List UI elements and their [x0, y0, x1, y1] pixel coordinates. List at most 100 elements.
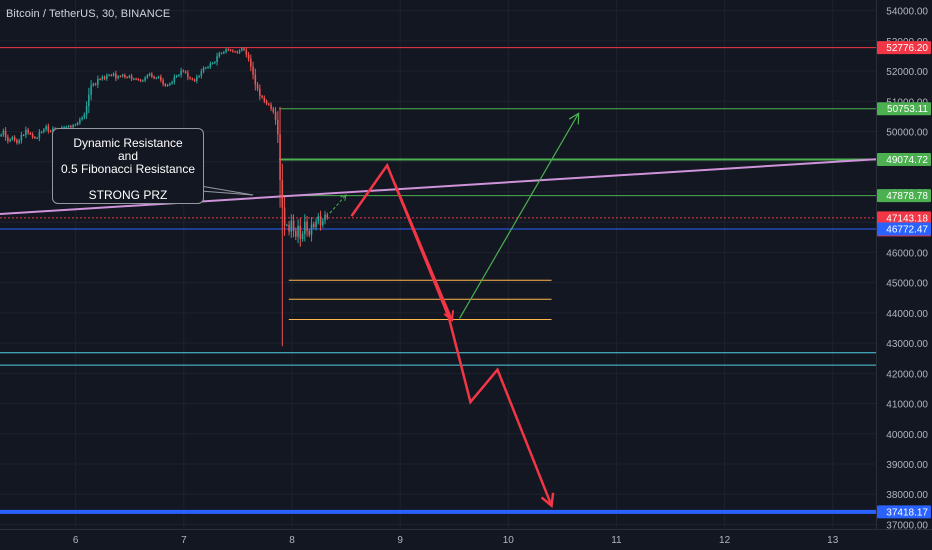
candle-body — [288, 224, 290, 232]
candle-body — [126, 77, 128, 79]
candle-body — [40, 131, 43, 133]
candle-body — [225, 49, 227, 52]
candle-body — [304, 221, 306, 234]
projection-red-branch-arrowhead — [443, 310, 455, 323]
candle-body — [207, 66, 209, 68]
price-tick-label: 39000.00 — [886, 460, 928, 471]
projection-green-small-arrowhead — [340, 194, 347, 201]
projection-green-up-arrowhead — [568, 112, 580, 125]
candle-body — [299, 225, 302, 239]
price-tick-label: 40000.00 — [886, 430, 928, 441]
candle-body — [25, 129, 27, 136]
candle-body — [130, 75, 133, 80]
candle-body — [38, 132, 41, 138]
candle-body — [18, 140, 20, 143]
price-tick-label: 44000.00 — [886, 309, 928, 320]
candle-body — [160, 76, 162, 81]
price-tag-label: 46772.47 — [886, 225, 928, 236]
time-tick-label: 7 — [181, 535, 187, 546]
candle-body — [7, 137, 9, 142]
candle-body — [227, 49, 230, 51]
price-tick-label: 46000.00 — [886, 248, 928, 259]
time-tick-label: 13 — [827, 535, 839, 546]
candle-body — [169, 83, 171, 85]
candle-body — [70, 125, 72, 128]
candle-body — [200, 71, 203, 76]
candle-body — [128, 75, 131, 78]
candle-body — [295, 230, 297, 237]
candle-body — [85, 106, 88, 115]
candle-body — [144, 77, 146, 81]
projection-green-small — [329, 194, 347, 214]
candle-body — [164, 84, 167, 86]
candle-body — [22, 135, 25, 137]
candle-body — [292, 220, 295, 231]
candle-body — [13, 137, 16, 141]
candle-body — [133, 78, 135, 80]
candle-body — [191, 78, 194, 80]
candle-body — [241, 48, 243, 51]
candle-body — [47, 126, 50, 131]
candle-body — [259, 88, 261, 96]
candle-body — [182, 70, 185, 72]
candle-body — [74, 124, 77, 126]
time-tick-label: 11 — [611, 535, 622, 546]
price-tick-label: 50000.00 — [886, 127, 928, 138]
dynamic-resistance-trendline — [0, 158, 876, 216]
price-tick-label: 45000.00 — [886, 279, 928, 290]
candle-body — [279, 134, 281, 181]
candle-body — [166, 84, 169, 86]
candle-body — [306, 221, 308, 231]
candle-body — [232, 50, 234, 52]
candle-body — [272, 108, 275, 112]
annotation-line-3: 0.5 Fibonacci Resistance — [60, 162, 196, 176]
candle-body — [97, 79, 99, 85]
candle-body — [326, 214, 329, 218]
candle-body — [270, 104, 272, 109]
candle-body — [301, 233, 304, 239]
candle-body — [263, 97, 266, 102]
candle-body — [157, 76, 160, 78]
candle-body — [151, 73, 153, 77]
candle-body — [214, 62, 216, 64]
candle-body — [283, 207, 286, 226]
projection-red-zigzag-arrowhead — [540, 492, 555, 509]
candle-body — [99, 79, 101, 81]
candle-body — [281, 180, 284, 208]
candle-body — [184, 71, 187, 73]
candle-body — [90, 85, 92, 95]
candle-body — [196, 76, 198, 81]
candle-body — [63, 126, 65, 128]
candle-body — [121, 74, 124, 77]
price-tick-label: 52000.00 — [886, 67, 928, 78]
candle-body — [290, 220, 293, 232]
price-axis — [876, 0, 932, 550]
candle-body — [106, 75, 108, 79]
candle-body — [49, 130, 52, 132]
candle-body — [153, 76, 155, 79]
candle-body — [218, 53, 221, 57]
candle-body — [27, 129, 29, 133]
candle-body — [319, 216, 322, 226]
candle-body — [137, 79, 140, 81]
candle-body — [313, 223, 315, 228]
price-tag-label: 37418.17 — [886, 507, 928, 518]
time-tick-label: 9 — [397, 535, 403, 546]
price-tick-label: 54000.00 — [886, 7, 928, 18]
price-tag — [877, 222, 931, 236]
candle-body — [65, 126, 68, 128]
candle-body — [88, 94, 90, 107]
candle-body — [189, 77, 191, 79]
price-tag-label: 47143.18 — [886, 213, 928, 224]
candle-body — [155, 77, 158, 79]
candle-body — [229, 49, 232, 51]
candle-body — [2, 130, 5, 135]
time-tick-label: 6 — [73, 535, 79, 546]
candle-body — [198, 75, 200, 77]
price-tag-label: 52776.20 — [886, 43, 928, 54]
annotation-box[interactable]: Dynamic Resistance and 0.5 Fibonacci Res… — [52, 128, 204, 204]
projection-green-up — [459, 113, 580, 319]
candle-body — [148, 73, 151, 76]
